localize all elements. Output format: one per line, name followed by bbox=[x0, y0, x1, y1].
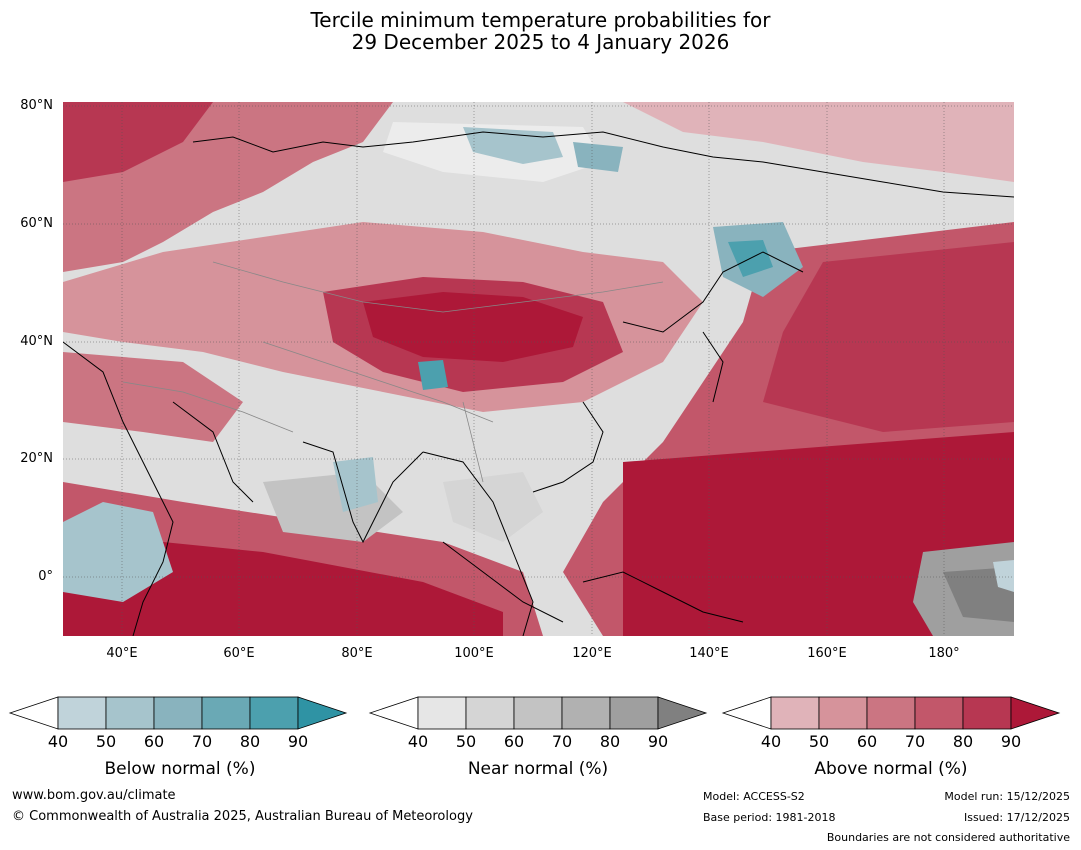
title-line-2: 29 December 2025 to 4 January 2026 bbox=[351, 30, 730, 54]
below-colorbar-segment bbox=[57, 696, 107, 730]
above-colorbar-segment bbox=[962, 696, 1012, 730]
below-normal-colorbar-svg bbox=[8, 696, 348, 730]
near-colorbar-segment bbox=[513, 696, 563, 730]
near-tick-50: 50 bbox=[455, 732, 477, 751]
near-colorbar-max-arrow bbox=[657, 696, 708, 730]
above-colorbar-segment bbox=[770, 696, 820, 730]
below-colorbar-segment bbox=[249, 696, 299, 730]
lat-label-equator: 0° bbox=[38, 569, 53, 584]
lat-label-60n: 60°N bbox=[20, 216, 53, 231]
above-normal-regions bbox=[63, 102, 1014, 636]
lon-label-60e: 60°E bbox=[223, 646, 255, 661]
issued-text: Issued: 17/12/2025 bbox=[963, 811, 1070, 824]
lon-label-140e: 140°E bbox=[689, 646, 729, 661]
lat-label-40n: 40°N bbox=[20, 334, 53, 349]
near-colorbar-segment bbox=[417, 696, 467, 730]
above-normal-colorbar bbox=[721, 696, 1061, 730]
website-link[interactable]: www.bom.gov.au/climate bbox=[12, 788, 176, 803]
graticule bbox=[63, 102, 1014, 636]
near-tick-90: 90 bbox=[647, 732, 669, 751]
above-normal-label: Above normal (%) bbox=[814, 759, 968, 779]
near-colorbar-segment bbox=[609, 696, 659, 730]
below-colorbar-segment bbox=[153, 696, 203, 730]
near-tick-70: 70 bbox=[551, 732, 573, 751]
above-colorbar-segment bbox=[866, 696, 916, 730]
lon-label-100e: 100°E bbox=[454, 646, 494, 661]
model-text: Model: ACCESS-S2 bbox=[703, 790, 805, 803]
above-colorbar-segment bbox=[818, 696, 868, 730]
probability-map bbox=[63, 102, 1014, 636]
copyright-text: © Commonwealth of Australia 2025, Austra… bbox=[12, 809, 473, 824]
below-tick-60: 60 bbox=[143, 732, 165, 751]
below-normal-label: Below normal (%) bbox=[104, 759, 256, 779]
above-tick-80: 80 bbox=[952, 732, 974, 751]
lat-label-20n: 20°N bbox=[20, 451, 53, 466]
below-tick-80: 80 bbox=[239, 732, 261, 751]
above-tick-50: 50 bbox=[808, 732, 830, 751]
model-run-text: Model run: 15/12/2025 bbox=[944, 790, 1070, 803]
above-tick-60: 60 bbox=[856, 732, 878, 751]
above-tick-90: 90 bbox=[1000, 732, 1022, 751]
near-normal-colorbar bbox=[368, 696, 708, 730]
below-tick-40: 40 bbox=[47, 732, 69, 751]
above-colorbar-max-arrow bbox=[1010, 696, 1061, 730]
near-tick-60: 60 bbox=[503, 732, 525, 751]
below-colorbar-max-arrow bbox=[297, 696, 348, 730]
below-colorbar-min-arrow bbox=[8, 696, 59, 730]
near-normal-label: Near normal (%) bbox=[467, 759, 609, 779]
above-colorbar-segment bbox=[914, 696, 964, 730]
above-tick-70: 70 bbox=[904, 732, 926, 751]
below-tick-50: 50 bbox=[95, 732, 117, 751]
near-tick-40: 40 bbox=[407, 732, 429, 751]
lon-label-180: 180° bbox=[928, 646, 960, 661]
near-colorbar-segment bbox=[465, 696, 515, 730]
coastlines bbox=[63, 131, 1014, 636]
lon-label-80e: 80°E bbox=[341, 646, 373, 661]
disclaimer-text: Boundaries are not considered authoritat… bbox=[826, 831, 1070, 844]
above-normal-colorbar-svg bbox=[721, 696, 1061, 730]
map-canvas bbox=[63, 102, 1014, 636]
lon-label-160e: 160°E bbox=[807, 646, 847, 661]
near-tick-80: 80 bbox=[599, 732, 621, 751]
near-normal-colorbar-svg bbox=[368, 696, 708, 730]
title-line-1: Tercile minimum temperature probabilitie… bbox=[310, 8, 771, 32]
below-colorbar-segment bbox=[105, 696, 155, 730]
above-tick-40: 40 bbox=[760, 732, 782, 751]
below-normal-colorbar bbox=[8, 696, 348, 730]
base-period-text: Base period: 1981-2018 bbox=[703, 811, 836, 824]
near-colorbar-segment bbox=[561, 696, 611, 730]
below-tick-70: 70 bbox=[191, 732, 213, 751]
lat-label-80n: 80°N bbox=[20, 98, 53, 113]
below-colorbar-segment bbox=[201, 696, 251, 730]
lon-label-120e: 120°E bbox=[572, 646, 612, 661]
map-title: Tercile minimum temperature probabilitie… bbox=[0, 9, 1081, 53]
above-colorbar-min-arrow bbox=[721, 696, 772, 730]
below-tick-90: 90 bbox=[287, 732, 309, 751]
country-boundaries bbox=[122, 261, 664, 483]
near-colorbar-min-arrow bbox=[368, 696, 419, 730]
lon-label-40e: 40°E bbox=[106, 646, 138, 661]
